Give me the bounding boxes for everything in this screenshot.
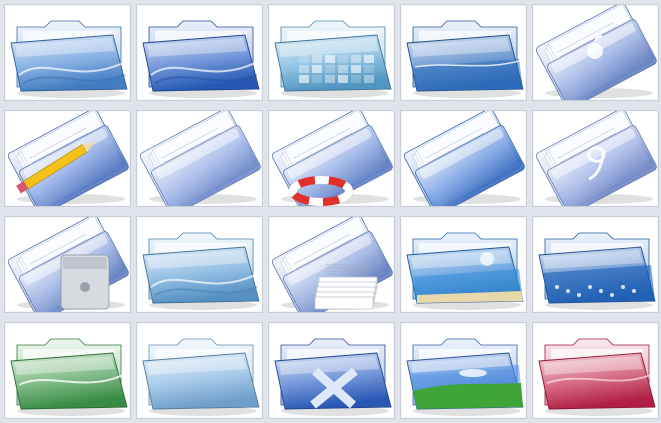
folder-underwater-icon — [538, 232, 656, 310]
icon-tile[interactable] — [268, 216, 395, 313]
folder-documents-pencil-icon — [7, 111, 129, 206]
folder-blue-swirl-icon — [10, 20, 128, 98]
icon-tile[interactable] — [268, 4, 395, 101]
folder-papers-stack-icon — [271, 217, 393, 312]
icon-tile[interactable] — [532, 322, 659, 419]
icon-tile[interactable] — [400, 322, 527, 419]
icon-tile[interactable] — [136, 4, 263, 101]
folder-blue-ocean-icon — [406, 20, 524, 98]
icon-tile[interactable] — [136, 216, 263, 313]
icon-tile[interactable] — [400, 4, 527, 101]
folder-blue-wave-icon — [142, 20, 260, 98]
folder-light-swirl-icon — [142, 232, 260, 310]
icon-tile[interactable] — [4, 4, 131, 101]
folder-blue-squares-icon — [274, 20, 392, 98]
folder-pale-blue-icon — [142, 338, 260, 416]
folder-bliss-icon — [406, 338, 524, 416]
icon-tile[interactable] — [400, 110, 527, 207]
folder-beach-icon — [406, 232, 524, 310]
icon-tile[interactable] — [532, 4, 659, 101]
icon-tile[interactable] — [4, 110, 131, 207]
folder-apple-logo-icon — [535, 5, 657, 100]
icon-tile[interactable] — [136, 322, 263, 419]
icon-tile[interactable] — [136, 110, 263, 207]
icon-tile[interactable] — [4, 216, 131, 313]
folder-lifebuoy-icon — [271, 111, 393, 206]
folder-green-icon — [10, 338, 128, 416]
folder-os9-icon — [535, 111, 657, 206]
folder-server-icon — [7, 217, 129, 312]
icon-tile[interactable] — [532, 110, 659, 207]
icon-tile[interactable] — [532, 216, 659, 313]
folder-blue-plain-icon — [403, 111, 525, 206]
icon-tile[interactable] — [268, 322, 395, 419]
folder-x-logo-icon — [274, 338, 392, 416]
folder-documents-icon — [139, 111, 261, 206]
icon-tile[interactable] — [4, 322, 131, 419]
folder-red-icon — [538, 338, 656, 416]
icon-tile[interactable] — [400, 216, 527, 313]
icon-tile[interactable] — [268, 110, 395, 207]
